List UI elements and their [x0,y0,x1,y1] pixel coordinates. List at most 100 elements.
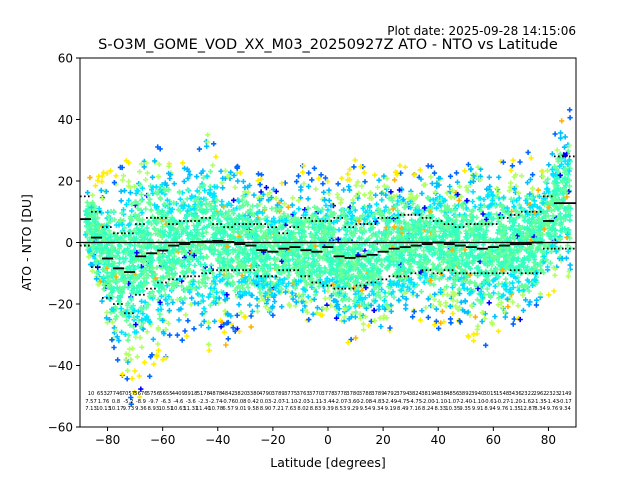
scatter-point [551,206,558,213]
scatter-point [309,232,315,238]
scatter-point [89,249,95,255]
scatter-point [260,278,266,284]
scatter-point [330,281,336,287]
scatter-point [460,270,466,276]
scatter-point [397,162,403,169]
scatter-point [533,302,539,308]
scatter-point [319,312,325,318]
scatter-point [517,237,523,243]
scatter-point [555,185,561,191]
scatter-point [305,196,311,202]
scatter-point [510,255,516,261]
scatter-point [123,202,129,208]
scatter-point [184,223,190,229]
scatter-point [328,209,334,215]
scatter-point [270,312,276,318]
scatter-point [339,175,345,181]
scatter-point [253,218,259,224]
scatter-point [559,118,565,124]
scatter-point [405,221,411,227]
scatter-point [454,298,460,304]
scatter-point [479,310,485,316]
scatter-point [174,332,180,338]
scatter-point [541,190,547,197]
scatter-point [350,204,356,210]
scatter-point [275,264,281,270]
scatter-point [126,197,132,203]
scatter-point [267,286,273,293]
scatter-point [222,297,228,303]
scatter-point [418,176,424,182]
scatter-point [264,281,270,287]
scatter-point [439,267,445,273]
scatter-point [299,227,305,233]
scatter-point [452,291,458,298]
scatter-point [125,183,132,189]
scatter-point [546,162,552,168]
scatter-point [546,189,552,195]
scatter-point [223,342,229,348]
scatter-point [466,280,473,286]
scatter-point [384,184,390,190]
scatter-point [177,196,183,202]
scatter-point [159,285,165,291]
scatter-point [565,231,571,237]
scatter-point [116,242,122,248]
scatter-point [417,317,423,323]
scatter-point [341,225,347,231]
scatter-point [422,205,428,211]
scatter-point [565,242,571,249]
scatter-point [254,296,260,302]
scatter-point [217,260,223,266]
scatter-point [438,251,444,257]
scatter-point [250,203,256,209]
scatter-point [440,259,446,265]
scatter-point [210,288,216,294]
scatter-point [328,203,334,209]
scatter-point [230,266,236,272]
scatter-point [531,219,537,225]
scatter-point [471,338,477,344]
scatter-point [129,376,135,382]
scatter-point [318,172,324,178]
scatter-point [128,295,134,301]
scatter-point [113,274,119,280]
scatter-point [289,202,295,208]
scatter-point [102,249,108,255]
scatter-point [330,257,336,263]
scatter-point [111,180,117,186]
scatter-point [295,252,301,258]
scatter-point [156,161,162,167]
scatter-point [495,328,501,334]
scatter-point [345,340,351,346]
scatter-point [234,165,240,171]
scatter-point [105,247,111,253]
scatter-point [176,307,182,313]
scatter-point [301,163,307,169]
scatter-point [127,258,133,264]
scatter-point [534,297,540,303]
scatter-point [535,224,542,230]
scatter-point [561,175,568,181]
scatter-point [271,215,277,221]
scatter-point [567,212,573,219]
scatter-point [449,284,456,291]
scatter-point [520,206,526,212]
scatter-point [310,253,317,259]
scatter-point [552,272,558,278]
scatter-point [296,278,302,284]
scatter-point [492,268,498,275]
scatter-point [167,332,173,338]
scatter-point [291,210,297,216]
scatter-point [264,218,270,224]
scatter-point [460,307,466,313]
scatter-point [517,159,523,165]
scatter-point [139,258,146,264]
scatter-point [325,288,331,294]
scatter-point [391,194,397,200]
scatter-point [405,268,411,274]
scatter-point [514,233,520,239]
scatter-point [527,191,533,197]
scatter-point [309,224,315,230]
scatter-point [258,176,264,182]
